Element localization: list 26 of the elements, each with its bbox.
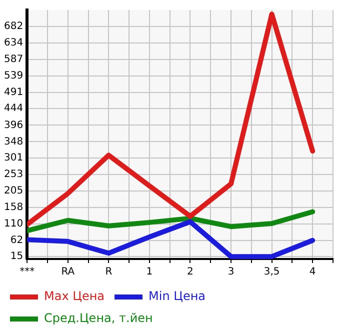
legend-label: Min Цена xyxy=(148,289,206,304)
y-tick-label: 444 xyxy=(4,103,24,114)
x-tick-label: *** xyxy=(20,266,35,278)
y-tick-label: 491 xyxy=(4,87,24,98)
y-tick-label: 158 xyxy=(4,202,24,213)
y-tick-label: 301 xyxy=(4,152,24,164)
y-tick-label: 253 xyxy=(4,169,24,180)
y-tick-label: 348 xyxy=(4,136,24,148)
y-tick-label: 587 xyxy=(4,54,24,65)
y-tick-label: 682 xyxy=(4,21,24,32)
y-tick-label: 110 xyxy=(4,218,24,230)
x-tick-label: R xyxy=(105,266,112,278)
x-tick-label: 2 xyxy=(187,266,194,278)
legend-label: Сред.Цена, т.йен xyxy=(44,311,153,326)
y-tick-label: 205 xyxy=(4,186,24,197)
x-tick-label: 3 xyxy=(228,266,234,278)
x-tick-label: RA xyxy=(61,266,75,278)
x-tick-label: 3,5 xyxy=(264,266,280,278)
y-tick-label: 539 xyxy=(4,70,24,82)
legend-label: Max Цена xyxy=(44,289,105,304)
y-tick-label: 62 xyxy=(10,234,24,246)
y-tick-label: 15 xyxy=(10,251,24,262)
x-tick-label: 4 xyxy=(309,266,316,278)
y-tick-label: 634 xyxy=(4,38,24,49)
y-tick-label: 396 xyxy=(4,120,24,131)
x-tick-label: 1 xyxy=(146,266,153,278)
